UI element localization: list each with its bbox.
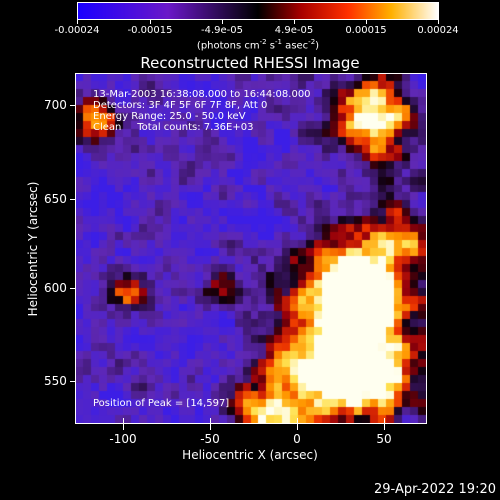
y-tick-label: 550: [44, 374, 67, 388]
colorbar-tick-label: -4.9e-05: [201, 25, 243, 36]
plot-title: Reconstructed RHESSI Image: [140, 54, 360, 72]
y-tick-label: 650: [44, 192, 67, 206]
colorbar-units: (photons cm-2 s-1 asec-2): [196, 38, 320, 52]
colorbar-tick-label: -0.00015: [127, 25, 173, 36]
x-tick-label: -100: [109, 432, 137, 446]
y-axis-label: Heliocentric Y (arcsec): [26, 181, 40, 317]
annotation-detectors: Detectors: 3F 4F 5F 6F 7F 8F, Att 0: [93, 100, 268, 111]
x-tick-label: 50: [376, 432, 392, 446]
x-axis-label: Heliocentric X (arcsec): [182, 448, 318, 462]
colorbar: [77, 2, 439, 20]
annotation-time-range: 13-Mar-2003 16:38:08.000 to 16:44:08.000: [93, 89, 311, 100]
y-tick-label: 700: [44, 98, 67, 112]
annotation-peak-position: Position of Peak = [14,597]: [93, 398, 230, 409]
y-tick-label: 600: [44, 281, 67, 295]
colorbar-tick-label: 4.9e-05: [274, 25, 314, 36]
annotation-energy-range: Energy Range: 25.0 - 50.0 keV: [93, 111, 246, 122]
solar-image-heatmap: [76, 74, 426, 423]
datestamp: 29-Apr-2022 19:20: [374, 482, 496, 497]
colorbar-tick-label: 0.00024: [417, 25, 459, 36]
x-tick-label: -50: [200, 432, 220, 446]
colorbar-tick-label: -0.00024: [54, 25, 100, 36]
x-tick-label: 0: [293, 432, 301, 446]
annotation-clean-counts: Clean Total counts: 7.36E+03: [93, 122, 254, 133]
colorbar-tick-label: 0.00015: [345, 25, 387, 36]
image-plot: 13-Mar-2003 16:38:08.000 to 16:44:08.000…: [75, 73, 427, 424]
